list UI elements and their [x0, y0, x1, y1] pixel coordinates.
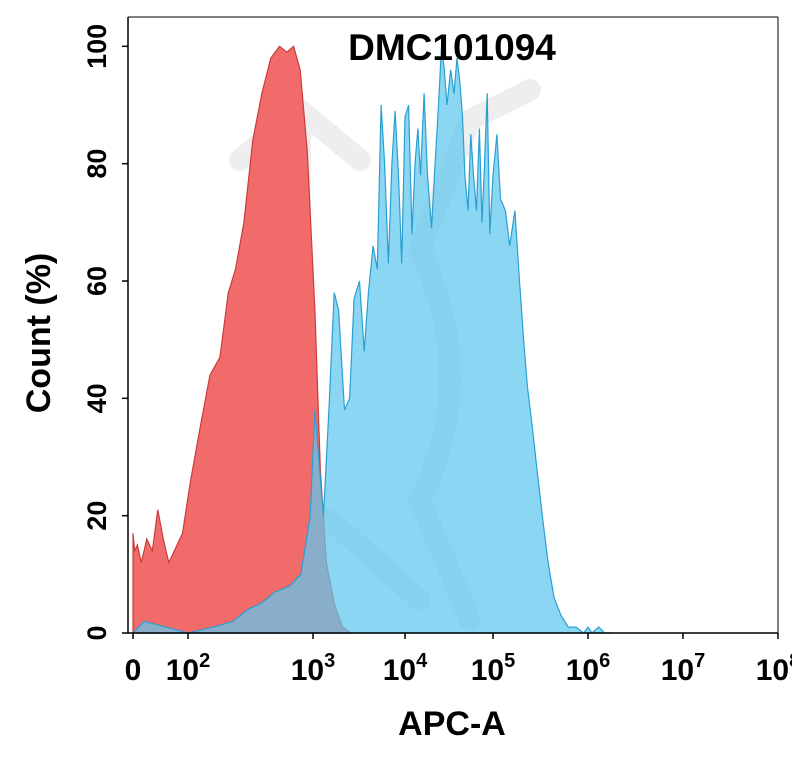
x-tick-label: 104	[383, 650, 428, 687]
y-tick-label: 40	[82, 383, 112, 413]
y-tick-label: 0	[82, 625, 112, 640]
x-tick-label: 105	[471, 650, 516, 687]
x-tick-label: 108	[756, 650, 792, 687]
x-tick-label: 106	[566, 650, 611, 687]
y-tick-label: 100	[82, 24, 112, 69]
series-2-area	[131, 46, 613, 634]
x-tick-label: 107	[661, 650, 706, 687]
x-tick-labels: 0 102 103 104 105 106 107 108	[125, 650, 792, 687]
x-tick-label: 102	[166, 650, 211, 687]
x-axis-title: APC-A	[398, 705, 506, 743]
y-tick-label: 60	[82, 266, 112, 296]
y-axis-title: Count (%)	[20, 253, 58, 414]
y-tick-label: 80	[82, 149, 112, 179]
y-tick-labels: 0 20 40 60 80 100	[82, 24, 112, 641]
x-tick-label: 103	[291, 650, 336, 687]
series-1-area	[132, 45, 354, 634]
axes	[122, 16, 779, 639]
series-layer	[131, 45, 613, 634]
x-tick-label: 0	[125, 654, 142, 687]
chart-title: DMC101094	[348, 27, 556, 68]
y-tick-label: 20	[82, 501, 112, 531]
